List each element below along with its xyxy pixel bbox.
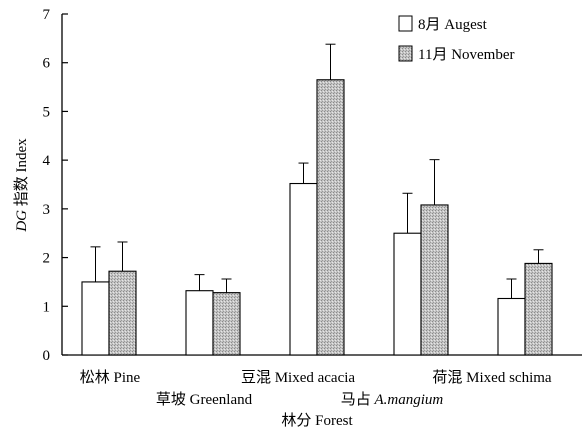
x-tick-labels: 松林 Pine 草坡 Greenland 豆混 Mixed acacia 马占 A.m…: [80, 369, 552, 408]
x-tick-label: 草坡 Greenland: [156, 391, 253, 408]
x-tick-label: 荷混 Mixed schima: [432, 369, 551, 386]
bar: [497, 297, 526, 356]
bars: [81, 79, 553, 356]
legend: 8月 Augest 11月 November: [398, 15, 515, 63]
legend-swatch: [398, 15, 413, 32]
legend-swatch: [398, 45, 413, 62]
y-tick-label: 5: [43, 104, 51, 120]
bar: [393, 232, 422, 356]
bar: [108, 270, 137, 356]
y-tick-label: 4: [43, 153, 51, 169]
y-tick-label: 7: [43, 7, 51, 23]
legend-label: 8月 Augest: [418, 17, 488, 33]
x-tick-label: 松林 Pine: [80, 369, 141, 386]
y-tick-label: 0: [43, 348, 51, 364]
x-axis-label: 林分 Forest: [281, 412, 353, 429]
bar: [81, 281, 110, 356]
bar: [420, 204, 449, 356]
y-axis-label-italic: DG: [14, 210, 30, 233]
y-tick-label: 6: [43, 56, 51, 72]
y-tick-label: 2: [43, 251, 51, 267]
error-bars: [90, 43, 544, 299]
bar: [185, 290, 214, 356]
x-tick-label: 豆混 Mixed acacia: [241, 369, 355, 386]
y-tick-label: 3: [43, 202, 51, 218]
axes: 0 1 2 3 4 5 6 7: [43, 7, 582, 364]
y-tick-label: 1: [43, 299, 51, 315]
y-axis-label: DG 指数 Index: [13, 138, 30, 233]
legend-label: 11月 November: [418, 47, 515, 63]
x-tick-label: 马占 A.mangium: [341, 391, 444, 408]
bar: [316, 79, 345, 356]
bar: [212, 292, 241, 356]
y-axis-label-text: 指数 Index: [13, 138, 30, 210]
bar: [289, 182, 318, 356]
bar: [524, 262, 553, 356]
